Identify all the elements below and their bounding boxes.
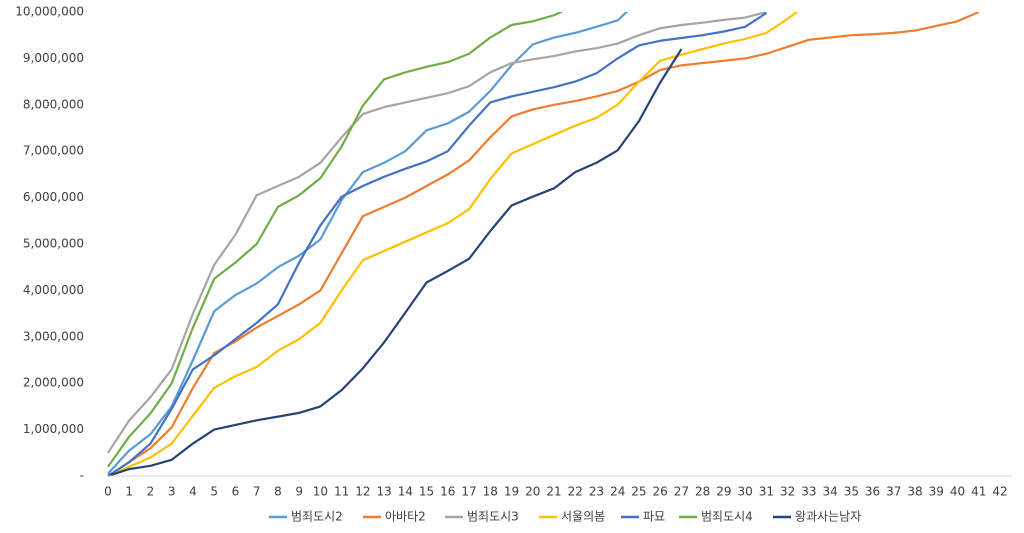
x-tick-label: 19 bbox=[504, 485, 519, 499]
x-tick-label: 41 bbox=[971, 485, 986, 499]
x-tick-label: 3 bbox=[168, 485, 176, 499]
x-tick-label: 16 bbox=[440, 485, 455, 499]
x-tick-label: 23 bbox=[589, 485, 604, 499]
x-tick-label: 33 bbox=[801, 485, 816, 499]
x-tick-label: 21 bbox=[546, 485, 561, 499]
legend-label: 왕과사는남자 bbox=[795, 510, 861, 524]
x-tick-label: 25 bbox=[631, 485, 646, 499]
x-tick-label: 34 bbox=[822, 485, 837, 499]
x-tick-label: 2 bbox=[147, 485, 155, 499]
plot-area bbox=[107, 12, 980, 478]
x-tick-label: 8 bbox=[274, 485, 282, 499]
x-tick-label: 32 bbox=[780, 485, 795, 499]
series-line bbox=[107, 12, 564, 468]
legend-label: 파묘 bbox=[643, 510, 665, 524]
x-tick-label: 11 bbox=[334, 485, 349, 499]
x-tick-label: 22 bbox=[568, 485, 583, 499]
y-tick-label: - bbox=[80, 469, 84, 483]
x-tick-label: 26 bbox=[653, 485, 668, 499]
x-tick-label: 40 bbox=[950, 485, 965, 499]
series-line bbox=[107, 12, 767, 477]
y-tick-label: 4,000,000 bbox=[23, 283, 84, 297]
x-tick-label: 42 bbox=[992, 485, 1007, 499]
legend-label: 범죄도시3 bbox=[467, 510, 519, 524]
legend-label: 범죄도시2 bbox=[291, 510, 343, 524]
x-tick-label: 20 bbox=[525, 485, 540, 499]
y-tick-label: 1,000,000 bbox=[23, 422, 84, 436]
y-tick-label: 10,000,000 bbox=[15, 5, 84, 19]
x-tick-label: 14 bbox=[398, 485, 413, 499]
x-tick-label: 37 bbox=[886, 485, 901, 499]
x-tick-label: 27 bbox=[674, 485, 689, 499]
y-tick-label: 5,000,000 bbox=[23, 237, 84, 251]
x-tick-label: 10 bbox=[313, 485, 328, 499]
x-tick-label: 12 bbox=[355, 485, 370, 499]
series-line bbox=[107, 48, 683, 478]
x-tick-label: 6 bbox=[232, 485, 240, 499]
x-tick-label: 36 bbox=[865, 485, 880, 499]
x-tick-label: 9 bbox=[295, 485, 303, 499]
x-tick-label: 29 bbox=[716, 485, 731, 499]
x-tick-label: 15 bbox=[419, 485, 434, 499]
x-tick-label: 0 bbox=[104, 485, 112, 499]
x-tick-label: 38 bbox=[907, 485, 922, 499]
series-line bbox=[107, 12, 767, 454]
y-tick-label: 7,000,000 bbox=[23, 144, 84, 158]
legend-label: 범죄도시4 bbox=[701, 510, 753, 524]
x-tick-label: 4 bbox=[189, 485, 197, 499]
x-tick-label: 1 bbox=[125, 485, 133, 499]
x-tick-label: 13 bbox=[376, 485, 391, 499]
y-tick-label: 9,000,000 bbox=[23, 51, 84, 65]
y-tick-label: 2,000,000 bbox=[23, 376, 84, 390]
series-line bbox=[107, 12, 629, 475]
series-line bbox=[107, 12, 980, 477]
x-tick-label: 24 bbox=[610, 485, 625, 499]
x-tick-label: 35 bbox=[844, 485, 859, 499]
x-tick-label: 28 bbox=[695, 485, 710, 499]
legend-label: 아바타2 bbox=[385, 510, 426, 524]
x-tick-label: 18 bbox=[483, 485, 498, 499]
x-tick-label: 30 bbox=[738, 485, 753, 499]
x-tick-label: 5 bbox=[210, 485, 218, 499]
x-tick-label: 7 bbox=[253, 485, 261, 499]
y-tick-label: 8,000,000 bbox=[23, 97, 84, 111]
y-tick-label: 3,000,000 bbox=[23, 329, 84, 343]
series-line bbox=[107, 12, 799, 478]
y-tick-label: 6,000,000 bbox=[23, 190, 84, 204]
x-tick-label: 31 bbox=[759, 485, 774, 499]
x-tick-label: 17 bbox=[461, 485, 476, 499]
x-tick-label: 39 bbox=[929, 485, 944, 499]
legend-label: 서울의봄 bbox=[561, 510, 605, 524]
